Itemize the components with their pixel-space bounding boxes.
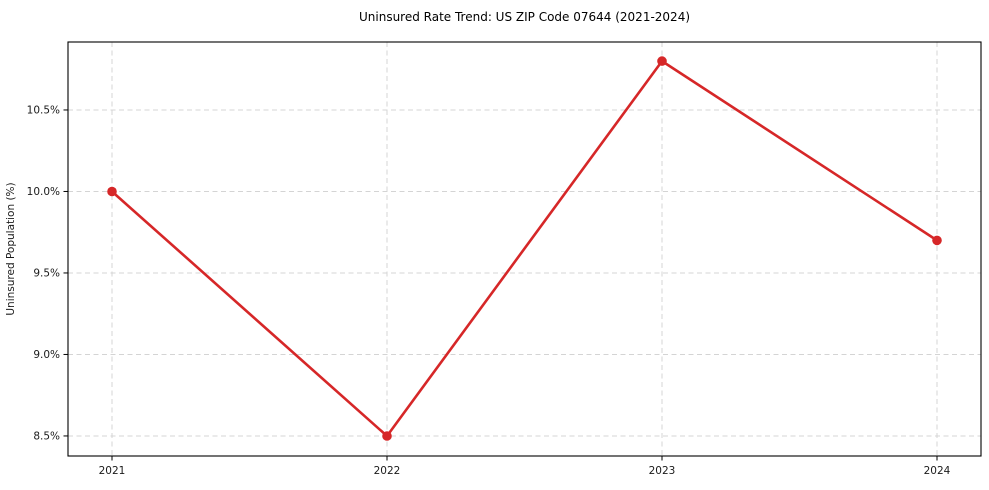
chart-title: Uninsured Rate Trend: US ZIP Code 07644 …: [359, 10, 690, 24]
x-tick-label: 2024: [924, 465, 951, 477]
plot-border: [67, 41, 982, 457]
trend-line: [110, 59, 939, 438]
data-point-2024: [932, 235, 942, 246]
x-tick-label: 2022: [374, 465, 401, 477]
gridlines: [68, 42, 981, 456]
x-tick-label: 2021: [99, 465, 126, 477]
y-tick-label: 10.5%: [27, 105, 60, 117]
axis-ticks: 8.5% 9.0% 9.5% 10.0% 10.5% 2021 2022 2023 2024: [27, 105, 951, 477]
data-point-2023: [657, 56, 667, 66]
y-tick-label: 9.0%: [33, 349, 60, 361]
x-tick-label: 2023: [649, 465, 676, 477]
y-tick-label: 9.5%: [33, 268, 60, 280]
data-point-2021: [107, 186, 117, 197]
data-series: [107, 56, 942, 441]
y-tick-label: 8.5%: [33, 431, 60, 443]
data-point-2022: [382, 431, 392, 441]
y-tick-label: 10.0%: [27, 186, 60, 198]
y-axis-label: Uninsured Population (%): [5, 182, 17, 315]
